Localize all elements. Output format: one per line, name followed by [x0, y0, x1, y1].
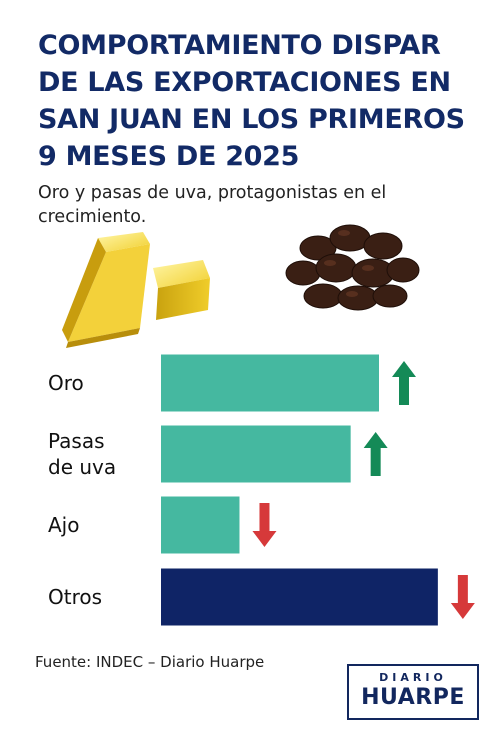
logo-line-2: HUARPE: [361, 685, 465, 710]
page-title: COMPORTAMIENTO DISPAR DE LAS EXPORTACION…: [38, 30, 465, 172]
category-label-pasas-de-uva: Pasas de uva: [48, 429, 117, 479]
bar-oro: [161, 354, 379, 412]
raisins-illustration: [285, 224, 420, 311]
bar-ajo: [161, 496, 240, 554]
subtitle: Oro y pasas de uva, protagonistas en el …: [38, 183, 387, 227]
bar-chart: [161, 354, 475, 626]
bar-pasas-de-uva: [161, 425, 351, 483]
category-label-ajo: Ajo: [48, 513, 80, 537]
arrow-down-icon: [450, 575, 475, 619]
logo-line-1: DIARIO: [379, 671, 447, 684]
category-label-oro: Oro: [48, 371, 84, 395]
arrow-down-icon: [252, 503, 277, 547]
arrow-up-icon: [392, 361, 416, 405]
arrow-up-icon: [363, 432, 388, 476]
bar-otros: [161, 568, 438, 626]
source-note: Fuente: INDEC – Diario Huarpe: [35, 653, 265, 671]
diario-huarpe-logo: DIARIO HUARPE: [347, 664, 479, 720]
category-label-otros: Otros: [48, 585, 103, 609]
gold-bars-illustration: [62, 232, 210, 348]
